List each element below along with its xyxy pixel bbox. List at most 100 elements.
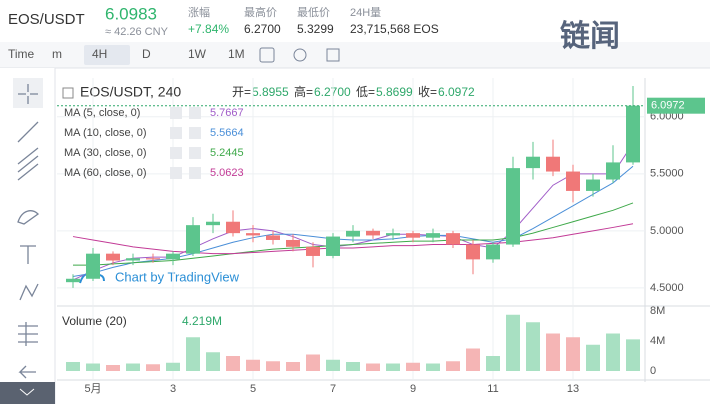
volume-last: 4.219M: [182, 314, 222, 328]
volume-bar: [386, 363, 400, 371]
volume-bar: [226, 356, 240, 371]
x-tick-label: 11: [487, 383, 498, 395]
interval-button[interactable]: D: [142, 47, 151, 61]
text-icon[interactable]: [20, 245, 36, 264]
ma-name: MA (30, close, 0): [64, 147, 147, 159]
last-price-label: 6.0972: [651, 100, 685, 112]
volume-bar: [486, 356, 500, 371]
drawing-tools: [13, 78, 43, 379]
back-icon[interactable]: [18, 365, 36, 379]
candle-body: [586, 179, 600, 191]
ohlc-label: 收=: [418, 85, 437, 99]
y-tick-label: 5.5000: [650, 168, 684, 180]
candle-body: [446, 233, 460, 245]
volume-bar: [546, 333, 560, 371]
volume-bar: [286, 362, 300, 371]
volume-bar: [66, 362, 80, 371]
candle-body: [186, 225, 200, 254]
snapshot-icon[interactable]: [326, 48, 340, 62]
x-tick-label: 3: [170, 383, 176, 395]
volume-bar: [86, 363, 100, 371]
ma-icon: [189, 167, 201, 179]
measure-icon[interactable]: [18, 322, 38, 346]
interval-button[interactable]: Time: [8, 47, 35, 61]
ma-name: MA (10, close, 0): [64, 127, 147, 139]
volume-bar: [106, 365, 120, 371]
interval-button[interactable]: 1W: [188, 47, 207, 61]
interval-button[interactable]: m: [52, 47, 62, 61]
pattern-icon[interactable]: [19, 283, 39, 301]
candle-body: [226, 221, 240, 234]
toolbar-icons: [259, 47, 340, 63]
ma-icon: [189, 127, 201, 139]
volume-bar: [326, 359, 340, 371]
ohlc-value: 6.0972: [438, 85, 475, 99]
indicator-icon[interactable]: [259, 47, 275, 63]
ma-value: 5.7667: [210, 107, 244, 119]
chart-title: EOS/USDT, 240: [80, 84, 181, 100]
candle-body: [86, 253, 100, 279]
volume-bar: [466, 348, 480, 371]
candle-body: [146, 258, 160, 260]
volume-bar: [406, 362, 420, 371]
volume-bar: [606, 333, 620, 371]
ma-value: 5.2445: [210, 147, 244, 159]
cny-price: ≈ 42.26 CNY: [105, 26, 169, 38]
volume-bar: [426, 363, 440, 371]
candle-body: [626, 105, 640, 163]
credit: Chart by TradingView: [115, 269, 240, 284]
volume-bar: [366, 363, 380, 371]
stat-label: 涨幅: [188, 6, 210, 19]
collapse-icon[interactable]: [62, 87, 74, 99]
candle-body: [286, 239, 300, 247]
x-tick-label: 5月: [84, 383, 101, 395]
candle-body: [366, 230, 380, 236]
candle-body: [206, 221, 220, 226]
fib-icon[interactable]: [17, 147, 39, 181]
brush-icon[interactable]: [17, 210, 40, 225]
interval-button[interactable]: 1M: [228, 47, 245, 61]
candle-body: [546, 156, 560, 172]
volume-bar: [566, 337, 580, 371]
candle-body: [486, 244, 500, 260]
stat-label: 24H量: [350, 6, 381, 19]
line-icon[interactable]: [17, 121, 39, 143]
settings-icon[interactable]: [293, 48, 307, 62]
watermark: 链闻: [560, 19, 620, 53]
volume-bar: [526, 322, 540, 371]
collapse-bar[interactable]: [0, 382, 55, 404]
candle-body: [386, 233, 400, 236]
x-tick-label: 13: [567, 383, 579, 395]
candle-body: [306, 246, 320, 256]
candle-body: [66, 278, 80, 283]
y-tick-label: 5.0000: [650, 225, 684, 237]
candle-body: [426, 233, 440, 238]
volume-bar: [246, 359, 260, 371]
volume-tick-label: 4M: [650, 335, 665, 347]
volume-bar: [266, 361, 280, 371]
volume-bar: [146, 364, 160, 371]
ohlc-label: 低=: [356, 85, 375, 99]
chevron: [19, 388, 35, 396]
stat-value: 6.2700: [244, 22, 281, 36]
ohlc-label: 开=: [232, 85, 251, 99]
x-tick-label: 9: [410, 383, 416, 395]
x-tick-label: 5: [250, 383, 256, 395]
volume-bar: [186, 337, 200, 371]
crosshair-icon[interactable]: [18, 84, 38, 104]
interval-button[interactable]: 4H: [92, 47, 107, 61]
stat-label: 最低价: [297, 6, 330, 19]
ohlc-value: 5.8955: [252, 85, 289, 99]
ma-line: [72, 165, 634, 277]
symbol: EOS/USDT: [8, 11, 85, 28]
ma-icon: [170, 147, 182, 159]
candle-body: [326, 236, 340, 256]
candle-body: [266, 235, 280, 240]
candle-body: [106, 253, 120, 261]
candle-body: [526, 156, 540, 169]
stat-label: 最高价: [244, 5, 277, 19]
volume-bar: [206, 352, 220, 371]
ma-value: 5.5664: [210, 127, 244, 139]
